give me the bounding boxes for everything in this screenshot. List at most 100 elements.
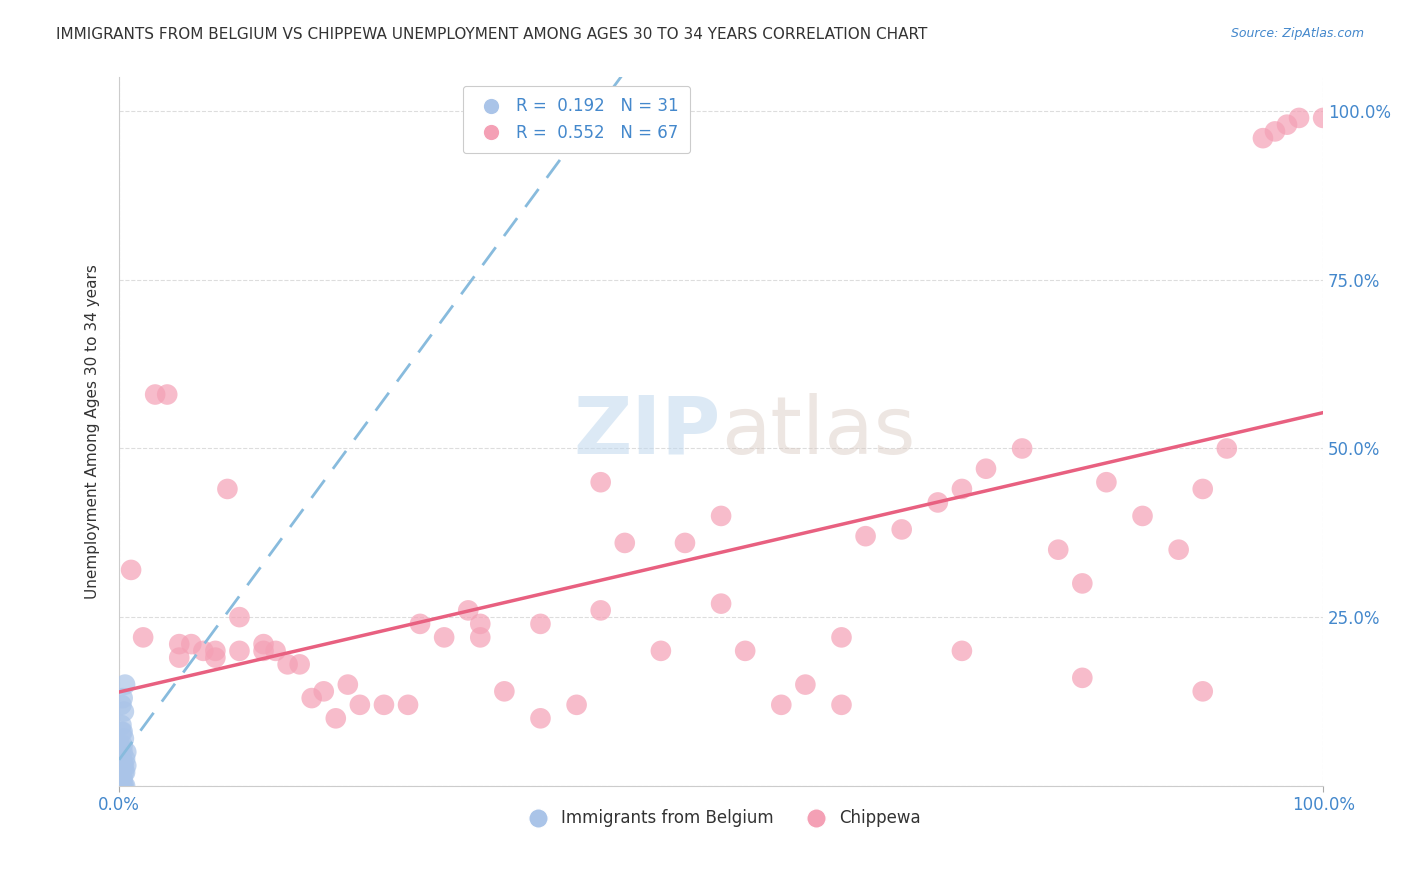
Point xyxy=(650,644,672,658)
Point xyxy=(433,631,456,645)
Point xyxy=(112,731,135,746)
Point xyxy=(111,758,134,772)
Point xyxy=(111,772,134,786)
Point xyxy=(1191,482,1213,496)
Point xyxy=(114,677,136,691)
Point xyxy=(336,677,359,691)
Point xyxy=(180,637,202,651)
Point xyxy=(111,724,134,739)
Point xyxy=(193,644,215,658)
Point xyxy=(217,482,239,496)
Point xyxy=(1011,442,1033,456)
Point xyxy=(710,597,733,611)
Point xyxy=(110,772,132,786)
Point xyxy=(115,745,138,759)
Y-axis label: Unemployment Among Ages 30 to 34 years: Unemployment Among Ages 30 to 34 years xyxy=(86,264,100,599)
Point xyxy=(112,705,135,719)
Point xyxy=(1071,576,1094,591)
Text: Source: ZipAtlas.com: Source: ZipAtlas.com xyxy=(1230,27,1364,40)
Point xyxy=(111,739,134,753)
Point xyxy=(1167,542,1189,557)
Point xyxy=(1251,131,1274,145)
Legend: Immigrants from Belgium, Chippewa: Immigrants from Belgium, Chippewa xyxy=(515,803,928,834)
Point xyxy=(457,603,479,617)
Point xyxy=(112,779,135,793)
Point xyxy=(565,698,588,712)
Point xyxy=(111,779,134,793)
Point xyxy=(120,563,142,577)
Point xyxy=(288,657,311,672)
Point xyxy=(110,772,132,786)
Point xyxy=(204,644,226,658)
Point xyxy=(589,603,612,617)
Point xyxy=(167,637,190,651)
Point xyxy=(143,387,166,401)
Text: atlas: atlas xyxy=(721,392,915,471)
Point xyxy=(470,631,492,645)
Point xyxy=(1191,684,1213,698)
Point xyxy=(204,650,226,665)
Point xyxy=(110,698,132,712)
Point xyxy=(115,758,138,772)
Point xyxy=(110,765,132,780)
Point xyxy=(589,475,612,490)
Point xyxy=(132,631,155,645)
Point xyxy=(927,495,949,509)
Point xyxy=(494,684,516,698)
Point xyxy=(264,644,287,658)
Point xyxy=(890,523,912,537)
Point xyxy=(114,779,136,793)
Point xyxy=(228,644,250,658)
Point xyxy=(312,684,335,698)
Point xyxy=(110,739,132,753)
Point xyxy=(710,508,733,523)
Point xyxy=(110,765,132,780)
Point xyxy=(252,644,274,658)
Point xyxy=(110,718,132,732)
Point xyxy=(167,650,190,665)
Point xyxy=(529,616,551,631)
Point xyxy=(529,711,551,725)
Point xyxy=(110,779,132,793)
Text: IMMIGRANTS FROM BELGIUM VS CHIPPEWA UNEMPLOYMENT AMONG AGES 30 TO 34 YEARS CORRE: IMMIGRANTS FROM BELGIUM VS CHIPPEWA UNEM… xyxy=(56,27,928,42)
Point xyxy=(396,698,419,712)
Point xyxy=(950,482,973,496)
Point xyxy=(114,752,136,766)
Point xyxy=(301,691,323,706)
Point xyxy=(831,698,853,712)
Point xyxy=(110,779,132,793)
Point xyxy=(1071,671,1094,685)
Point xyxy=(855,529,877,543)
Point xyxy=(112,758,135,772)
Point xyxy=(156,387,179,401)
Point xyxy=(110,752,132,766)
Point xyxy=(974,461,997,475)
Point xyxy=(373,698,395,712)
Point xyxy=(734,644,756,658)
Point xyxy=(1288,111,1310,125)
Text: ZIP: ZIP xyxy=(574,392,721,471)
Point xyxy=(277,657,299,672)
Point xyxy=(470,616,492,631)
Point xyxy=(111,745,134,759)
Point xyxy=(950,644,973,658)
Point xyxy=(325,711,347,725)
Point xyxy=(1312,111,1334,125)
Point xyxy=(673,536,696,550)
Point xyxy=(228,610,250,624)
Point xyxy=(831,631,853,645)
Point xyxy=(111,691,134,706)
Point xyxy=(1095,475,1118,490)
Point xyxy=(1132,508,1154,523)
Point xyxy=(349,698,371,712)
Point xyxy=(794,677,817,691)
Point xyxy=(112,765,135,780)
Point xyxy=(1264,124,1286,138)
Point xyxy=(252,637,274,651)
Point xyxy=(770,698,793,712)
Point xyxy=(1275,118,1298,132)
Point xyxy=(110,752,132,766)
Point xyxy=(110,724,132,739)
Point xyxy=(409,616,432,631)
Point xyxy=(1216,442,1239,456)
